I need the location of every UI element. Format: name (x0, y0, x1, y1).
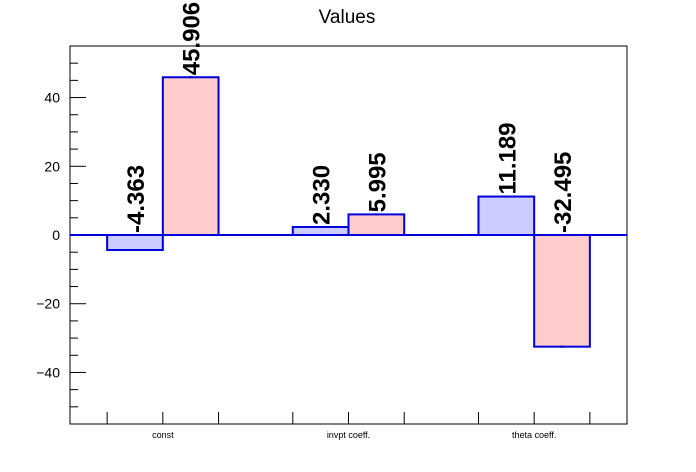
y-tick-label: 40 (44, 90, 60, 106)
bars (70, 76, 627, 348)
chart-title: Values (319, 7, 376, 28)
y-tick-label: −20 (36, 296, 60, 312)
bar (106, 234, 164, 251)
bar-value-label: 45.906 (179, 2, 206, 75)
bar (161, 76, 220, 236)
y-tick-label: 0 (52, 227, 60, 243)
bar-value-label: -4.363 (123, 165, 150, 233)
x-category-label: const (152, 430, 174, 440)
bar (347, 213, 406, 237)
x-category-label: invpt coeff. (327, 430, 370, 440)
bar-value-label: 2.330 (309, 165, 336, 225)
x-axis: const invpt coeff. theta coeff. (106, 412, 591, 440)
y-axis: −40 −20 0 20 40 (36, 62, 86, 408)
y-tick-label: 20 (44, 158, 60, 174)
bar (291, 225, 350, 236)
bar-value-label: 11.189 (494, 122, 521, 194)
bar (477, 195, 536, 236)
bar-value-label: 5.995 (364, 152, 391, 212)
y-tick-label: −40 (36, 364, 60, 380)
x-category-label: theta coeff. (512, 430, 556, 440)
bar (533, 234, 591, 348)
bar-value-label: -32.495 (550, 152, 577, 233)
value-labels: -4.363 45.906 2.330 5.995 11.189 -32.495 (123, 2, 577, 233)
